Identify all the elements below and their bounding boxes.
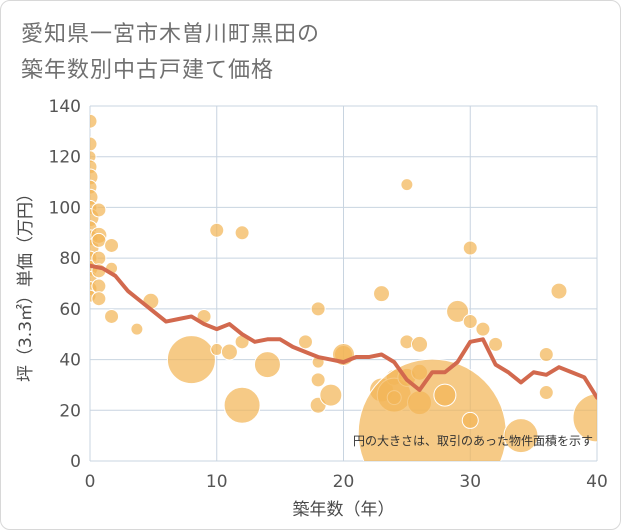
y-axis-label: 坪（3.3㎡）単価（万円） <box>16 185 36 382</box>
data-point <box>90 113 98 129</box>
data-point <box>166 335 216 385</box>
x-tick-label: 20 <box>333 472 355 492</box>
data-point <box>91 250 107 266</box>
data-point <box>538 385 554 401</box>
data-point <box>400 178 414 192</box>
trend-line <box>90 263 597 400</box>
data-point <box>210 342 224 356</box>
data-point <box>433 383 457 407</box>
x-axis-label: 築年数（年） <box>293 500 395 520</box>
y-tick-label: 0 <box>70 452 81 472</box>
data-point <box>319 383 343 407</box>
data-point <box>572 393 597 443</box>
data-point <box>91 202 107 218</box>
y-tick-label: 80 <box>59 249 81 269</box>
data-point <box>220 343 238 361</box>
data-point <box>373 285 391 303</box>
y-tick-label: 60 <box>59 300 81 320</box>
data-point <box>253 351 281 379</box>
x-tick-label: 30 <box>459 472 481 492</box>
size-note: 円の大きさは、取引のあった物件面積を示す <box>353 433 593 448</box>
y-tick-label: 20 <box>59 401 81 421</box>
data-point <box>310 372 326 388</box>
data-point <box>130 322 144 336</box>
data-point <box>475 321 491 337</box>
x-tick-label: 40 <box>586 472 608 492</box>
y-tick-label: 140 <box>49 97 81 117</box>
data-point <box>104 308 120 324</box>
data-point <box>411 335 429 353</box>
data-point <box>91 232 107 248</box>
data-point <box>538 347 554 362</box>
data-point <box>91 291 107 307</box>
data-point <box>462 314 478 330</box>
data-point <box>104 237 120 253</box>
chart-title: 愛知県一宮市木曽川町黒田の 築年数別中古戸建て価格 <box>21 22 321 83</box>
data-point <box>488 336 504 352</box>
bubble-group <box>90 113 597 461</box>
data-point <box>91 278 107 294</box>
data-point <box>297 334 313 350</box>
data-point <box>209 222 225 238</box>
y-tick-label: 100 <box>49 198 81 218</box>
data-point <box>461 411 479 429</box>
x-tick-label: 0 <box>85 472 96 492</box>
data-point <box>310 301 326 317</box>
data-point <box>234 225 250 241</box>
data-point <box>550 282 568 300</box>
y-tick-label: 40 <box>59 351 81 371</box>
y-tick-label: 120 <box>49 148 81 168</box>
data-point <box>462 240 478 256</box>
data-point <box>446 299 470 323</box>
x-tick-label: 10 <box>206 472 228 492</box>
data-point <box>223 386 261 424</box>
data-point <box>503 418 539 454</box>
data-point <box>90 136 98 152</box>
